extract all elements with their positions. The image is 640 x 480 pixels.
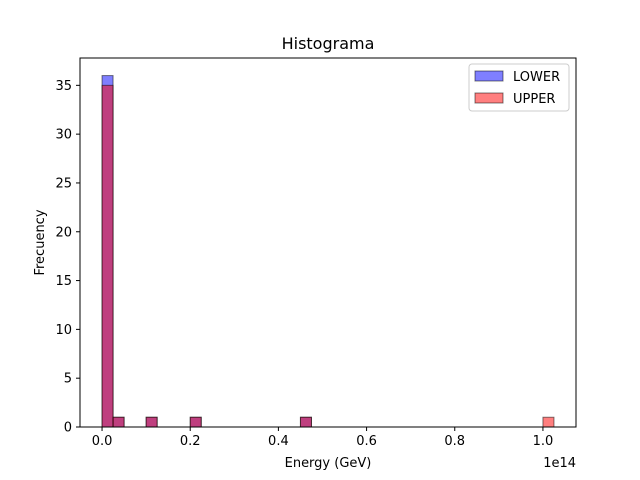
- bar-upper-1: [112, 416, 125, 428]
- y-tick-label: 35: [55, 79, 72, 94]
- legend-label-upper: UPPER: [513, 92, 555, 107]
- x-axis: 0.0 0.2 0.4 0.6 0.8 1.0: [92, 427, 554, 449]
- bars-layer: [101, 75, 555, 428]
- bar-upper-0: [101, 84, 114, 428]
- x-tick-label: 1.0: [533, 434, 554, 449]
- y-tick-label: 15: [55, 274, 72, 289]
- y-tick-label: 25: [55, 176, 72, 191]
- y-axis-label: Frecuency: [33, 209, 48, 275]
- y-tick-label: 0: [64, 421, 72, 436]
- x-tick-label: 0.0: [92, 434, 113, 449]
- y-tick-label: 20: [55, 225, 72, 240]
- chart-title: Histograma: [282, 34, 375, 53]
- x-tick-label: 0.4: [268, 434, 289, 449]
- legend: LOWER UPPER: [468, 63, 570, 112]
- x-tick-label: 0.6: [356, 434, 377, 449]
- bar-upper-3: [189, 416, 202, 428]
- x-axis-label: Energy (GeV): [285, 456, 372, 471]
- y-tick-label: 30: [55, 128, 72, 143]
- y-tick-label: 10: [55, 323, 72, 338]
- bar-upper-2: [145, 416, 158, 428]
- legend-swatch-lower: [474, 70, 504, 82]
- x-tick-label: 0.8: [444, 434, 465, 449]
- bar-upper-5: [542, 416, 555, 428]
- legend-swatch-upper: [474, 92, 504, 104]
- x-axis-offset-label: 1e14: [543, 456, 576, 471]
- y-axis: 0 5 10 15 20 25 30 35: [55, 79, 80, 436]
- legend-label-lower: LOWER: [513, 70, 560, 85]
- y-tick-label: 5: [64, 372, 72, 387]
- bar-upper-4: [299, 416, 312, 428]
- plot-frame: [79, 57, 577, 428]
- x-tick-label: 0.2: [180, 434, 201, 449]
